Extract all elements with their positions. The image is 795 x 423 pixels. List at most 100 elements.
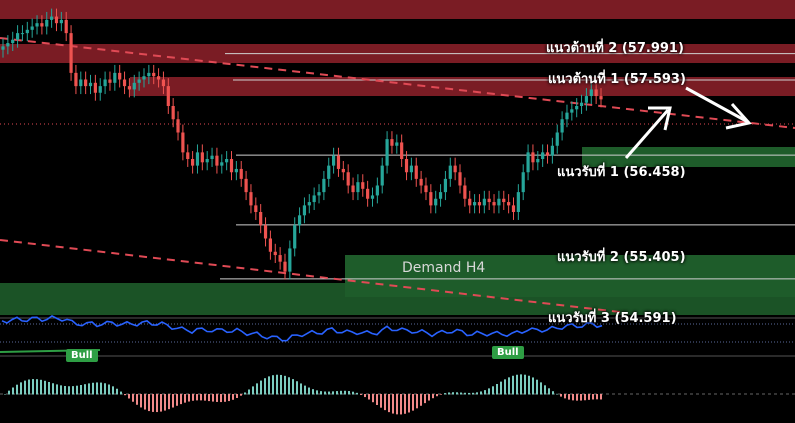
histogram-bar <box>116 388 118 395</box>
histogram-bar <box>144 394 146 410</box>
histogram-bar <box>8 390 10 395</box>
candle-body <box>229 159 234 173</box>
candle-body <box>191 159 195 166</box>
histogram-bar <box>576 394 578 401</box>
candle-body <box>147 72 151 77</box>
candle-body <box>25 29 29 34</box>
histogram-bar <box>112 386 114 395</box>
histogram-bar <box>160 394 162 412</box>
histogram-bar <box>444 393 446 395</box>
candle-body <box>268 238 272 252</box>
candle-body <box>380 165 384 186</box>
histogram-bar <box>64 385 66 395</box>
bull-badge: Bull <box>66 349 98 362</box>
histogram-bar <box>404 394 406 414</box>
histogram-bar <box>340 390 342 395</box>
candle-body <box>419 178 423 186</box>
candle-body <box>273 251 277 256</box>
histogram-bar <box>136 394 138 405</box>
candle-body <box>1 46 5 50</box>
candle-body <box>283 261 287 272</box>
histogram-bar <box>368 394 370 400</box>
candle-body <box>50 16 54 20</box>
histogram-bar <box>500 381 502 395</box>
histogram-bar <box>132 394 134 402</box>
bull-badge: Bull <box>492 346 524 359</box>
candle-body <box>400 142 404 159</box>
histogram-bar <box>492 386 494 395</box>
histogram-bar <box>328 391 330 395</box>
histogram-bar <box>16 384 18 395</box>
histogram-bar <box>496 384 498 395</box>
histogram-bar <box>244 392 246 395</box>
candle-body <box>225 159 229 163</box>
histogram-bar <box>464 392 466 395</box>
histogram-bar <box>440 394 442 395</box>
candle-body <box>327 165 331 179</box>
candle-body <box>259 212 263 226</box>
histogram-bar <box>356 392 358 395</box>
candle-body <box>11 39 15 44</box>
candle-body <box>438 192 443 199</box>
candle-body <box>215 155 219 166</box>
histogram-bar <box>384 394 386 411</box>
candle-body <box>409 165 413 173</box>
histogram-bar <box>104 383 106 395</box>
histogram-bar <box>452 392 454 395</box>
histogram-bar <box>308 387 310 395</box>
histogram-bar <box>548 388 550 395</box>
candle-body <box>555 132 559 146</box>
candle-body <box>59 19 63 24</box>
histogram-bar <box>544 385 546 395</box>
candle-body <box>288 248 292 272</box>
support-1-label: แนวรับที่ 1 (56.458) <box>557 165 686 180</box>
candle-body <box>205 159 209 163</box>
candle-body <box>511 205 516 212</box>
candle-body <box>346 172 350 186</box>
histogram-bar <box>280 374 282 395</box>
histogram-bar <box>400 394 402 415</box>
candle-body <box>69 33 73 73</box>
candle-body <box>322 178 326 193</box>
histogram-bar <box>248 389 250 395</box>
histogram-bar <box>396 394 398 415</box>
histogram-bar <box>536 379 538 395</box>
candle-body <box>137 79 141 83</box>
histogram-bar <box>540 382 542 395</box>
histogram-bar <box>196 394 198 401</box>
histogram-bar <box>564 394 566 399</box>
candle-body <box>579 102 584 106</box>
candle-body <box>497 198 501 206</box>
histogram-bar <box>552 391 554 395</box>
candle-body <box>550 145 554 156</box>
candle-body <box>20 33 25 35</box>
histogram-bar <box>524 374 526 395</box>
histogram-bar <box>364 394 366 398</box>
histogram-bar <box>76 385 78 395</box>
histogram-bar <box>228 394 230 402</box>
histogram-bar <box>420 394 422 406</box>
histogram-bar <box>592 394 594 400</box>
histogram-bar <box>164 394 166 411</box>
histogram-bar <box>568 394 570 400</box>
candle-body <box>293 225 297 249</box>
candle-body <box>156 76 161 80</box>
histogram-bar <box>516 374 518 395</box>
histogram-bar <box>296 381 298 395</box>
up-arrow-line <box>624 109 670 159</box>
candle-body <box>122 79 127 87</box>
histogram-bar <box>292 379 294 395</box>
histogram-bar <box>560 394 562 397</box>
histogram-bar <box>320 391 322 395</box>
histogram-bar <box>120 391 122 395</box>
histogram-bar <box>408 394 410 413</box>
candle-body <box>64 19 68 34</box>
candle-body <box>132 82 136 90</box>
histogram-bar <box>88 383 90 395</box>
right-arrow-head <box>725 102 752 130</box>
histogram-bar <box>388 394 390 413</box>
histogram-bar <box>588 394 590 400</box>
histogram-bar <box>600 394 602 400</box>
